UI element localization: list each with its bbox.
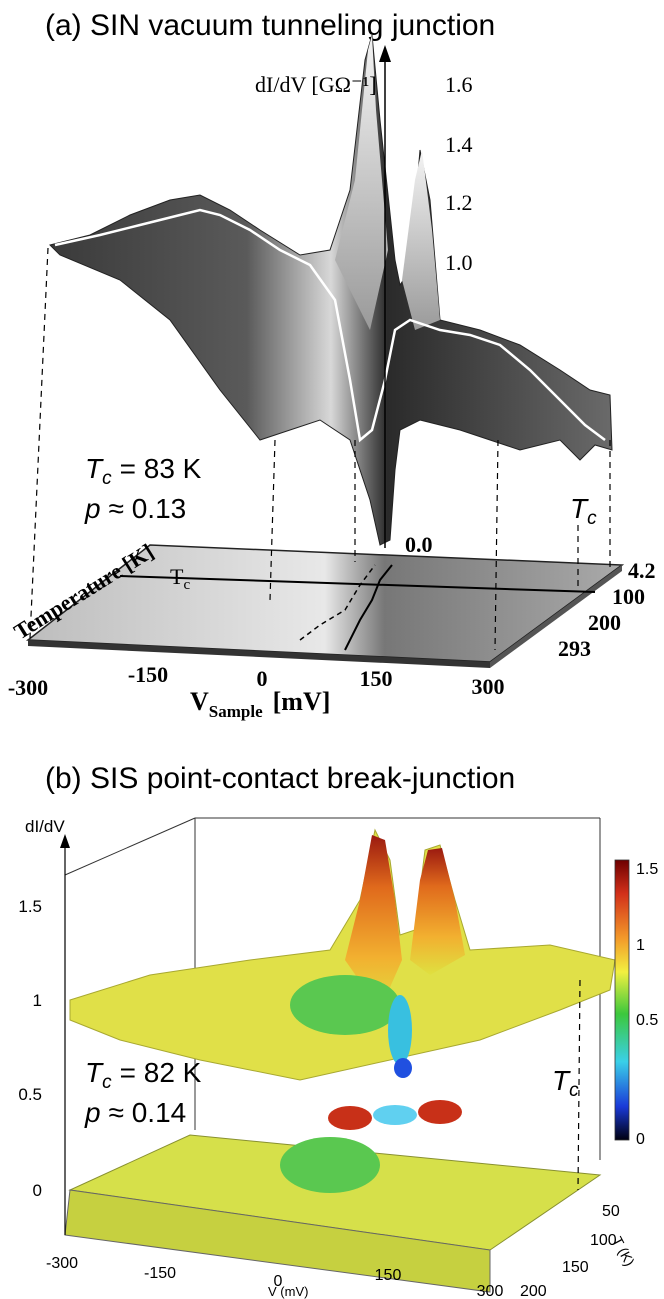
tick-label: 150 bbox=[360, 666, 393, 691]
panel-title: (a) SIN vacuum tunneling junction bbox=[45, 9, 495, 42]
tick-label: 150 bbox=[562, 1259, 589, 1276]
subscript: Sample bbox=[209, 702, 263, 721]
gap bbox=[394, 1058, 412, 1078]
tc-marker: Tc bbox=[570, 493, 597, 529]
tick-label: 0.5 bbox=[18, 1085, 42, 1104]
floor-tc-label: Tc bbox=[170, 564, 190, 593]
x-axis-label: V (mV) bbox=[268, 1284, 308, 1299]
tc-trace bbox=[54, 208, 606, 443]
tick-label: -300 bbox=[8, 675, 48, 700]
surface bbox=[69, 828, 616, 1081]
tick-label: 200 bbox=[588, 610, 621, 635]
subscript: c bbox=[102, 1072, 112, 1093]
z-ticks: 1.5 1 0.5 0 bbox=[18, 897, 42, 1200]
tick-label: 1.5 bbox=[18, 897, 42, 916]
surface bbox=[49, 34, 613, 546]
subscript: c bbox=[587, 508, 597, 529]
tick-label: 100 bbox=[612, 584, 645, 609]
tick-label: 1 bbox=[33, 991, 42, 1010]
text: = 82 K bbox=[120, 1057, 202, 1088]
tick-label: 0 bbox=[33, 1181, 42, 1200]
tc-annotation: Tc = 82 K bbox=[85, 1057, 202, 1093]
x-ticks: -300 -150 0 150 300 bbox=[8, 662, 505, 700]
subscript: c bbox=[569, 1080, 579, 1101]
tc-annotation: Tc = 83 K bbox=[85, 453, 202, 489]
tick-label: 1.5 bbox=[636, 861, 658, 878]
tick-label: -150 bbox=[144, 1265, 176, 1282]
dip bbox=[290, 975, 400, 1035]
peak bbox=[402, 150, 440, 330]
p-annotation: p ≈ 0.14 bbox=[84, 1097, 186, 1128]
floor-dip bbox=[280, 1137, 380, 1193]
symbol: V bbox=[190, 687, 209, 716]
tick-label: 100 bbox=[590, 1232, 617, 1249]
symbol: T bbox=[85, 453, 104, 484]
floor-tc-line bbox=[119, 575, 596, 593]
zero-label: 0.0 bbox=[405, 532, 433, 557]
subscript: c bbox=[183, 577, 190, 593]
tick-label: 300 bbox=[477, 1283, 504, 1299]
symbol: p bbox=[84, 1097, 101, 1128]
x-ticks: -300 -150 0 150 300 bbox=[46, 1255, 503, 1299]
floor-curve bbox=[344, 564, 393, 651]
symbol: T bbox=[552, 1065, 571, 1096]
guide-lines bbox=[29, 247, 611, 651]
y-axis-label: T (K) bbox=[609, 1234, 638, 1269]
axis-arrow bbox=[379, 45, 391, 62]
axis-arrow bbox=[60, 834, 70, 848]
tick-label: -150 bbox=[128, 662, 168, 687]
tc-marker: Tc bbox=[552, 1065, 579, 1101]
z-axis-label: dI/dV [GΩ⁻¹] bbox=[255, 72, 377, 97]
floor-peak bbox=[418, 1100, 462, 1124]
symbol: p bbox=[84, 493, 101, 524]
tick-label: 50 bbox=[602, 1203, 620, 1220]
text: = 83 K bbox=[120, 453, 202, 484]
tick-label: 1.6 bbox=[445, 72, 473, 97]
tick-label: -300 bbox=[46, 1255, 78, 1272]
tick-label: 1.0 bbox=[445, 250, 473, 275]
floor-gap bbox=[373, 1105, 417, 1125]
floor-edge bbox=[490, 565, 622, 668]
unit: [mV] bbox=[273, 687, 331, 716]
tick-label: 0 bbox=[257, 666, 268, 691]
tick-label: 1 bbox=[636, 937, 645, 954]
z-axis-label: dI/dV bbox=[25, 817, 65, 836]
tick-label: 0 bbox=[274, 1273, 283, 1290]
floor-peak bbox=[328, 1106, 372, 1130]
z-ticks: 1.6 1.4 1.2 1.0 bbox=[445, 72, 473, 275]
peak bbox=[410, 848, 465, 975]
panel-title: (b) SIS point-contact break-junction bbox=[45, 762, 515, 795]
peak bbox=[345, 835, 402, 1010]
x-axis-label: VSample [mV] bbox=[190, 687, 330, 721]
tick-label: 4.2 bbox=[628, 558, 656, 583]
symbol: T bbox=[170, 564, 184, 589]
text: ≈ 0.13 bbox=[109, 493, 187, 524]
tick-label: 1.4 bbox=[445, 132, 473, 157]
floor-curve bbox=[299, 564, 376, 641]
symbol: T bbox=[85, 1057, 104, 1088]
colorbar bbox=[614, 859, 630, 1141]
text: ≈ 0.14 bbox=[109, 1097, 187, 1128]
tick-label: 300 bbox=[472, 674, 505, 699]
symbol: T bbox=[570, 493, 589, 524]
tick-label: 200 bbox=[520, 1283, 547, 1299]
tick-label: 0 bbox=[636, 1131, 645, 1148]
guide-lines bbox=[577, 979, 581, 1191]
subscript: c bbox=[102, 468, 112, 489]
peak bbox=[335, 35, 388, 330]
p-annotation: p ≈ 0.13 bbox=[84, 493, 186, 524]
tick-label: 0.5 bbox=[636, 1012, 658, 1029]
tick-label: 293 bbox=[558, 636, 591, 661]
tick-label: 150 bbox=[375, 1267, 402, 1284]
floor-edge bbox=[28, 640, 490, 668]
colorbar-ticks: 1.5 1 0.5 0 bbox=[636, 861, 658, 1148]
gap bbox=[388, 995, 412, 1065]
tick-label: 1.2 bbox=[445, 190, 473, 215]
floor-edge bbox=[64, 1189, 491, 1293]
